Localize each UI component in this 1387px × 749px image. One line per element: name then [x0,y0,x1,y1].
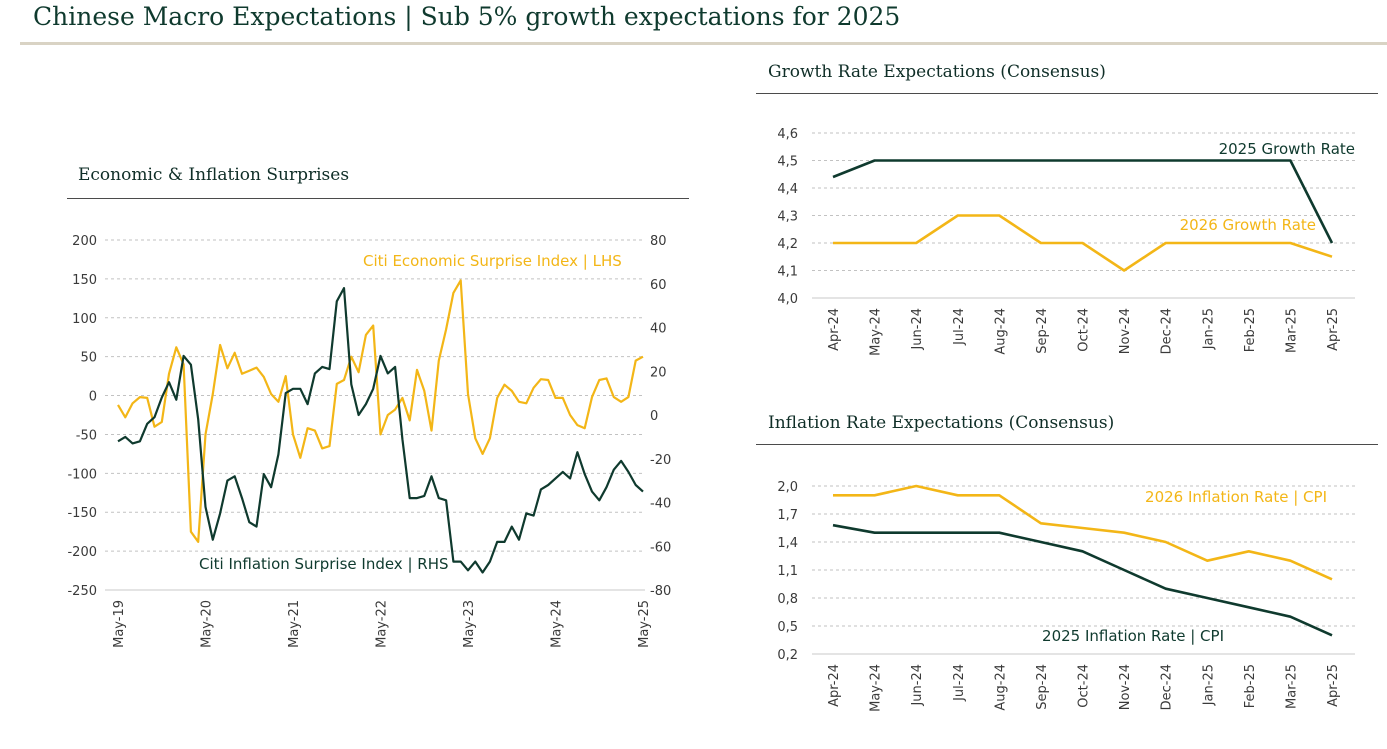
inflation-series-label: 2025 Inflation Rate | CPI [1042,627,1224,645]
inflation-series-line [833,484,1333,581]
x-axis-tick: Jan-25 [1201,664,1216,706]
y-axis-tick: 0,5 [777,620,798,635]
economic-surprise-line [117,279,644,543]
economic-surprise-label: Citi Economic Surprise Index | LHS [363,252,622,270]
x-axis-tick: Oct-24 [1077,308,1092,352]
inflation-surprise-line [117,287,644,574]
x-axis-tick: May-19 [112,600,127,648]
growth-title-divider [756,93,1378,94]
y-axis-tick: 4,1 [777,265,798,280]
left-axis-tick: 100 [72,312,97,327]
x-axis-tick: Jun-24 [910,664,925,707]
right-axis-tick: -80 [650,584,671,599]
y-axis-tick: 4,2 [777,237,798,252]
x-axis-tick: May-21 [287,600,302,648]
left-axis-tick: -50 [76,428,97,443]
right-axis-tick: 0 [650,409,658,424]
x-axis-tick: Apr-25 [1326,664,1341,707]
x-axis-tick: Jan-25 [1201,308,1216,350]
x-axis-tick: Oct-24 [1077,664,1092,708]
y-axis-tick: 2,0 [777,480,798,495]
growth-chart-title: Growth Rate Expectations (Consensus) [768,62,1106,82]
x-axis-tick: May-20 [200,600,215,648]
y-axis-tick: 4,4 [777,182,798,197]
growth-series-label: 2026 Growth Rate [1180,216,1316,234]
x-axis-tick: May-23 [462,600,477,648]
x-axis-tick: Nov-24 [1118,664,1133,710]
left-axis-tick: -250 [67,584,97,599]
x-axis-tick: Apr-24 [827,664,842,707]
x-axis-tick: Mar-25 [1284,664,1299,709]
y-axis-tick: 4,6 [777,127,798,142]
x-axis-tick: Apr-25 [1326,308,1341,351]
inflation-surprise-label: Citi Inflation Surprise Index | RHS [199,555,449,573]
x-axis-tick: May-24 [869,664,884,712]
y-axis-tick: 1,7 [777,508,798,523]
x-axis-tick: Aug-24 [993,664,1008,711]
x-axis-tick: Jun-24 [910,308,925,351]
x-axis-tick: Mar-25 [1284,308,1299,353]
y-axis-tick: 4,3 [777,210,798,225]
y-axis-tick: 1,1 [777,564,798,579]
inflation-series-label: 2026 Inflation Rate | CPI [1145,488,1327,506]
page-title: Chinese Macro Expectations | Sub 5% grow… [33,2,901,31]
y-axis-tick: 4,5 [777,155,798,170]
x-axis-tick: Jul-24 [952,308,967,346]
x-axis-tick: May-25 [637,600,652,648]
left-axis-tick: 0 [89,390,97,405]
right-axis-tick: 40 [650,322,667,337]
right-axis-tick: 20 [650,365,667,380]
left-axis-tick: 50 [80,351,97,366]
right-axis-tick: -20 [650,453,671,468]
left-axis-tick: -150 [67,506,97,521]
x-axis-tick: Feb-25 [1243,308,1258,352]
right-axis-tick: -60 [650,540,671,555]
x-axis-tick: Dec-24 [1160,308,1175,354]
left-axis-tick: 200 [72,234,97,249]
y-axis-tick: 0,8 [777,592,798,607]
right-axis-tick: -40 [650,497,671,512]
x-axis-tick: May-24 [869,308,884,356]
y-axis-tick: 1,4 [777,536,798,551]
x-axis-tick: May-22 [375,600,390,648]
growth-series-line [833,214,1333,272]
x-axis-tick: Aug-24 [993,308,1008,355]
inflation-chart-title: Inflation Rate Expectations (Consensus) [768,413,1115,433]
y-axis-tick: 4,0 [777,292,798,307]
inflation-series-line [832,523,1333,637]
x-axis-tick: Feb-25 [1243,664,1258,708]
right-axis-tick: 80 [650,234,667,249]
y-axis-tick: 0,2 [777,648,798,663]
left-axis-tick: -200 [67,545,97,560]
growth-series-label: 2025 Growth Rate [1219,140,1355,158]
title-divider [20,42,1387,45]
x-axis-tick: Sep-24 [1035,664,1050,710]
x-axis-tick: Nov-24 [1118,308,1133,354]
inflation-title-divider [756,444,1378,445]
x-axis-tick: Jul-24 [952,664,967,702]
right-axis-tick: 60 [650,278,667,293]
surprises-chart-title: Economic & Inflation Surprises [78,165,350,185]
left-axis-tick: 150 [72,273,97,288]
growth-series-line [832,159,1334,244]
surprises-title-divider [67,198,689,199]
x-axis-tick: May-24 [550,600,565,648]
x-axis-tick: Sep-24 [1035,308,1050,354]
x-axis-tick: Dec-24 [1160,664,1175,710]
x-axis-tick: Apr-24 [827,308,842,351]
left-axis-tick: -100 [67,467,97,482]
